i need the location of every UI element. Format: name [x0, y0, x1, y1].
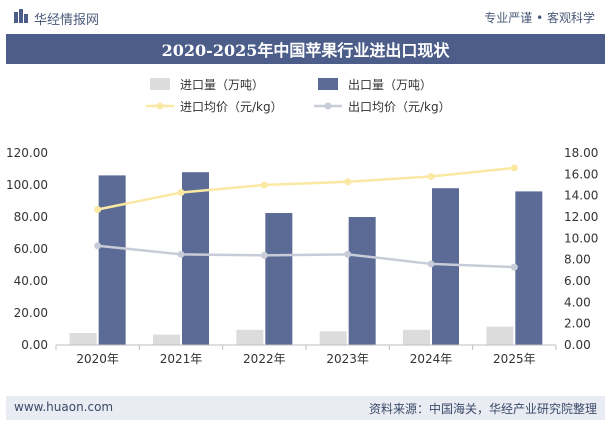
import-volume-bar — [319, 331, 347, 345]
bar-logo-icon — [14, 9, 28, 23]
footer-url[interactable]: www.huaon.com — [14, 400, 114, 414]
legend-label: 出口量（万吨） — [348, 78, 432, 92]
import-volume-bar — [236, 329, 264, 345]
chart: 进口量（万吨） 出口量（万吨） 进口均价（元/kg） 出口均价（元/kg） 0.00 20… — [6, 78, 598, 366]
export-volume-bar — [265, 213, 293, 345]
export-price-point — [510, 263, 518, 271]
x-tick-label: 2023年 — [326, 352, 369, 366]
export-price-line — [97, 244, 515, 269]
y-right-tick-label: 12.00 — [564, 210, 598, 224]
x-tick-label: 2024年 — [410, 352, 453, 366]
legend-marker — [156, 102, 164, 110]
title-bar: 2020-2025年中国苹果行业进出口现状 — [6, 34, 605, 64]
legend-label: 进口均价（元/kg） — [180, 100, 283, 114]
y-right-tick-label: 14.00 — [564, 189, 598, 203]
header: 华经情报网 专业严谨 • 客观科学 — [0, 0, 611, 34]
y-right-tick-label: 0.00 — [564, 338, 591, 352]
y-right-tick-label: 10.00 — [564, 231, 598, 245]
legend-marker — [324, 102, 332, 110]
y-right-tick-label: 8.00 — [564, 253, 591, 267]
export-price-point — [260, 251, 268, 259]
brand-name: 华经情报网 — [34, 13, 100, 28]
import-price-point — [427, 172, 435, 180]
import-volume-bar — [69, 333, 97, 345]
y-left-tick-label: 20.00 — [14, 306, 48, 320]
footer: www.huaon.com 资料来源：中国海关，华经产业研究院整理 — [6, 396, 605, 420]
import-volume-bar — [403, 329, 430, 345]
y-right-tick-label: 16.00 — [564, 167, 598, 181]
import-price-point — [94, 206, 102, 214]
footer-source: 资料来源：中国海关，华经产业研究院整理 — [368, 402, 597, 416]
y-left-tick-label: 80.00 — [14, 210, 48, 224]
import-volume-bar — [153, 334, 180, 345]
export-volume-bar — [515, 191, 543, 345]
y-left-tick-label: 0.00 — [21, 338, 48, 352]
y-right-tick-label: 4.00 — [564, 295, 591, 309]
y-left-tick-label: 100.00 — [6, 178, 48, 192]
chart-title: 2020-2025年中国苹果行业进出口现状 — [161, 41, 450, 60]
tagline: 专业严谨 • 客观科学 — [484, 11, 595, 25]
y-right-tick-label: 6.00 — [564, 274, 591, 288]
x-tick-label: 2025年 — [493, 352, 536, 366]
legend-label: 出口均价（元/kg） — [348, 100, 451, 114]
import-price-point — [510, 164, 518, 172]
y-left-tick-label: 40.00 — [14, 274, 48, 288]
y-left-tick-label: 60.00 — [14, 242, 48, 256]
import-price-point — [260, 181, 268, 189]
export-volume-bar — [182, 172, 209, 345]
export-price-point — [427, 260, 435, 268]
import-price-point — [344, 178, 352, 186]
y-right-tick-label: 18.00 — [564, 146, 598, 160]
y-right-tick-label: 2.00 — [564, 317, 591, 331]
export-price-point — [177, 250, 185, 258]
x-tick-label: 2022年 — [243, 352, 286, 366]
legend-swatch — [150, 78, 170, 90]
legend-label: 进口量（万吨） — [180, 78, 264, 92]
legend-swatch — [318, 78, 338, 90]
y-left-tick-label: 120.00 — [6, 146, 48, 160]
export-price-point — [344, 250, 352, 258]
x-tick-label: 2021年 — [160, 352, 203, 366]
x-tick-label: 2020年 — [76, 352, 119, 366]
export-volume-bar — [98, 175, 126, 345]
export-volume-bar — [432, 188, 459, 345]
import-volume-bar — [486, 326, 514, 345]
import-price-line — [97, 166, 515, 211]
import-price-point — [177, 188, 185, 196]
export-price-point — [94, 242, 102, 250]
export-volume-bar — [348, 217, 376, 345]
